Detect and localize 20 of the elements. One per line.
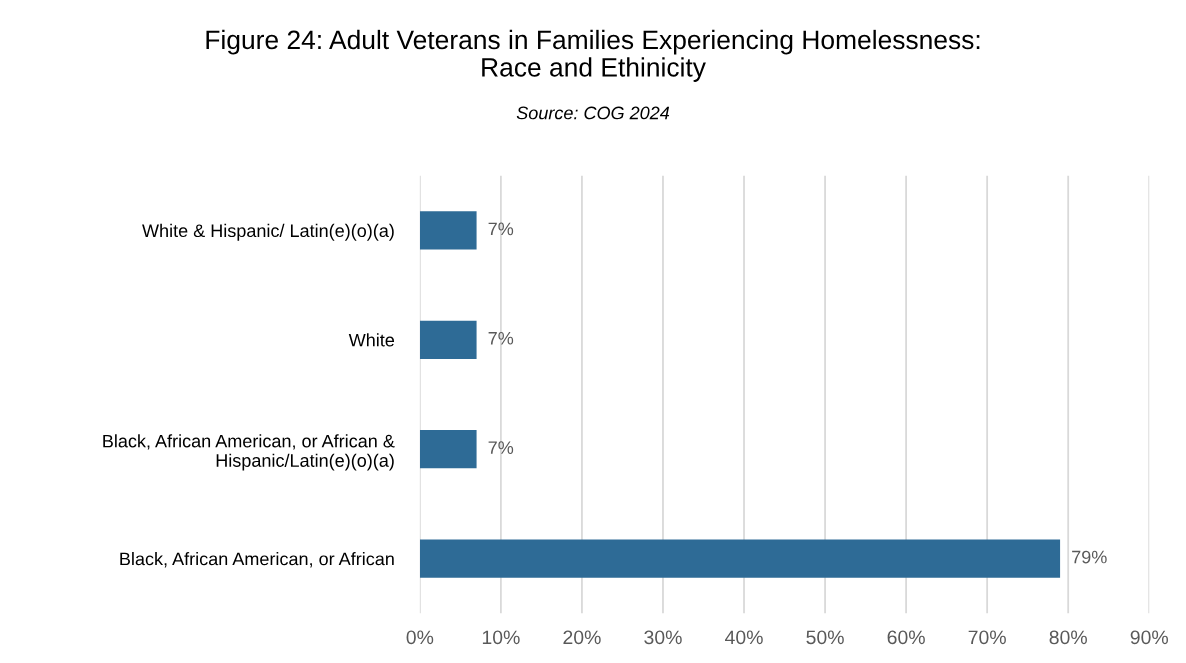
- data-label: 7%: [488, 222, 514, 236]
- y-tick-label: Black, African American, or African & Hispanic/Latin(e)(o)(a): [103, 434, 395, 471]
- x-tick-label: 40%: [725, 630, 763, 645]
- x-tick-label: 0%: [406, 630, 434, 645]
- x-tick-label: 90%: [1130, 630, 1168, 645]
- x-tick-label: 30%: [644, 630, 682, 645]
- chart-title: Figure 24: Adult Veterans in Families Experiencing Homelessness: Race and Ethinicity: [206, 29, 980, 82]
- y-tick-label: Black, African American, or African: [120, 552, 394, 568]
- x-tick-label: 10%: [482, 630, 520, 645]
- data-label: 79%: [1072, 550, 1107, 564]
- x-tick-label: 70%: [968, 630, 1006, 645]
- y-tick-label: White: [348, 333, 395, 347]
- data-label: 7%: [488, 441, 514, 454]
- x-tick-label: 20%: [563, 630, 601, 645]
- y-tick-label: White & Hispanic/ Latin(e)(o)(a): [142, 223, 394, 241]
- data-label: 7%: [488, 331, 514, 345]
- x-tick-label: 60%: [887, 630, 925, 645]
- chart-subtitle: Source: COG 2024: [516, 106, 670, 120]
- x-tick-label: 80%: [1049, 630, 1087, 645]
- x-tick-label: 50%: [806, 630, 844, 645]
